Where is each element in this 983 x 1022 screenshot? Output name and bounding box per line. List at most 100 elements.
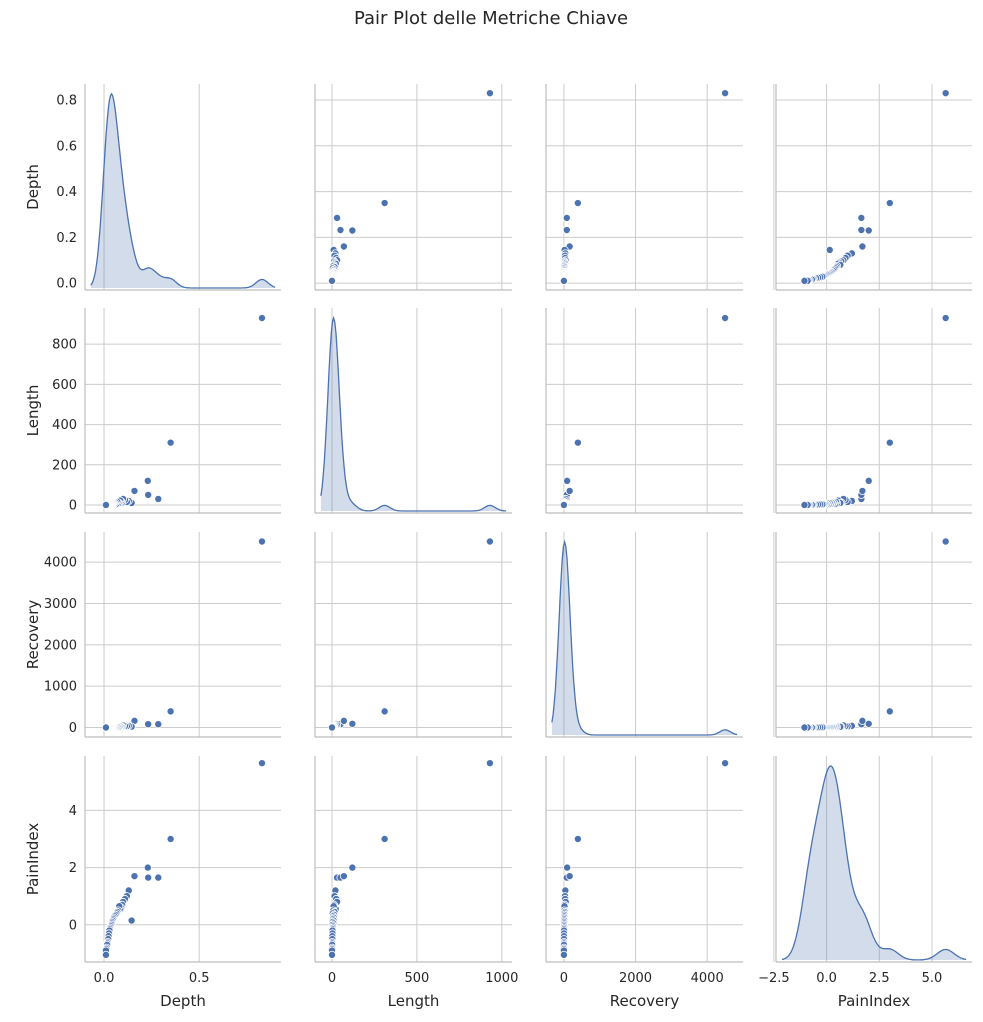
y-tick-label: 600 — [52, 378, 77, 393]
panel-PainIndex-vs-Depth — [84, 756, 281, 963]
y-tick-label: 4000 — [44, 556, 77, 571]
x-axis-label: Recovery — [610, 992, 680, 1010]
kde-line — [551, 539, 738, 736]
x-tick-label: 2000 — [619, 971, 652, 986]
panel-Length-vs-Depth — [84, 308, 281, 514]
scatter-point — [885, 438, 894, 447]
y-tick-label: 0.6 — [56, 139, 77, 154]
chart-title: Pair Plot delle Metriche Chiave — [354, 8, 628, 29]
scatter-point — [127, 916, 136, 925]
scatter-point — [857, 226, 866, 235]
scatter-point — [858, 486, 867, 495]
scatter-point — [257, 759, 266, 768]
scatter-point — [144, 720, 153, 729]
x-tick-label: 0 — [560, 971, 568, 986]
panel-Depth-vs-Recovery — [545, 84, 743, 291]
kde-area — [320, 318, 507, 511]
kde-line — [90, 92, 276, 289]
scatter-point — [562, 213, 571, 222]
y-axis-label: PainIndex — [24, 823, 42, 896]
x-tick-label: 0 — [328, 971, 336, 986]
scatter-point — [327, 276, 336, 285]
y-tick-label: 800 — [52, 338, 77, 353]
scatter-point — [858, 716, 867, 725]
y-axis-label: Recovery — [24, 600, 42, 670]
y-tick-label: 1000 — [44, 680, 77, 695]
y-tick-label: 0 — [69, 918, 77, 933]
scatter-point — [485, 759, 494, 768]
scatter-point — [339, 872, 348, 881]
scatter-point — [380, 834, 389, 843]
panel-Depth-vs-Length — [314, 84, 512, 291]
scatter-point — [563, 863, 572, 872]
scatter-point — [166, 834, 175, 843]
scatter-point — [485, 89, 494, 98]
scatter-point — [721, 89, 730, 98]
scatter-point — [333, 213, 342, 222]
scatter-point — [101, 723, 110, 732]
kde-line — [781, 765, 967, 961]
scatter-point — [154, 720, 163, 729]
scatter-point — [563, 476, 572, 485]
y-tick-label: 400 — [52, 418, 77, 433]
scatter-point — [573, 834, 582, 843]
scatter-point — [143, 476, 152, 485]
x-axis-label: PainIndex — [838, 992, 911, 1010]
scatter-point — [348, 226, 357, 235]
x-axis-label: Length — [388, 992, 440, 1010]
y-tick-label: 0.0 — [56, 277, 77, 292]
scatter-point — [101, 500, 110, 509]
y-tick-label: 0 — [69, 721, 77, 736]
scatter-point — [864, 226, 873, 235]
scatter-point — [101, 950, 110, 959]
kde-area — [781, 766, 967, 960]
panel-Length-vs-Length — [314, 308, 512, 514]
y-tick-label: 3000 — [44, 597, 77, 612]
scatter-point — [339, 242, 348, 251]
scatter-point — [166, 707, 175, 716]
scatter-point — [885, 199, 894, 208]
scatter-point — [941, 89, 950, 98]
panel-Recovery-vs-Depth — [84, 532, 281, 738]
scatter-point — [565, 486, 574, 495]
scatter-point — [800, 500, 809, 509]
scatter-point — [154, 494, 163, 503]
scatter-point — [864, 476, 873, 485]
scatter-point — [559, 500, 568, 509]
panel-PainIndex-vs-Recovery — [545, 756, 743, 963]
panel-PainIndex-vs-Length — [314, 756, 512, 963]
panel-Depth-vs-Depth — [84, 84, 281, 291]
scatter-point — [166, 438, 175, 447]
scatter-point — [800, 276, 809, 285]
y-tick-label: 0.2 — [56, 231, 77, 246]
x-tick-label: 0.0 — [94, 971, 115, 986]
scatter-point — [144, 490, 153, 499]
scatter-point — [380, 199, 389, 208]
scatter-point — [573, 438, 582, 447]
scatter-point — [154, 873, 163, 882]
scatter-point — [800, 723, 809, 732]
y-axis-label: Depth — [24, 164, 42, 210]
scatter-point — [485, 537, 494, 546]
scatter-point — [562, 226, 571, 235]
scatter-point — [559, 950, 568, 959]
scatter-point — [559, 276, 568, 285]
scatter-point — [130, 872, 139, 881]
panel-Depth-vs-PainIndex — [773, 84, 972, 291]
y-tick-label: 4 — [69, 804, 77, 819]
y-tick-label: 0.4 — [56, 185, 77, 200]
scatter-point — [327, 950, 336, 959]
panel-Recovery-vs-Length — [314, 532, 512, 738]
scatter-point — [941, 314, 950, 323]
panel-Length-vs-PainIndex — [773, 308, 972, 514]
scatter-point — [257, 537, 266, 546]
y-tick-label: 0 — [69, 498, 77, 513]
x-tick-label: 500 — [404, 971, 429, 986]
y-axis-label: Length — [24, 385, 42, 437]
x-axis-label: Depth — [160, 992, 206, 1010]
scatter-point — [825, 245, 834, 254]
x-tick-label: 0.0 — [816, 971, 837, 986]
panel-Length-vs-Recovery — [545, 308, 743, 514]
scatter-point — [721, 314, 730, 323]
scatter-point — [858, 242, 867, 251]
